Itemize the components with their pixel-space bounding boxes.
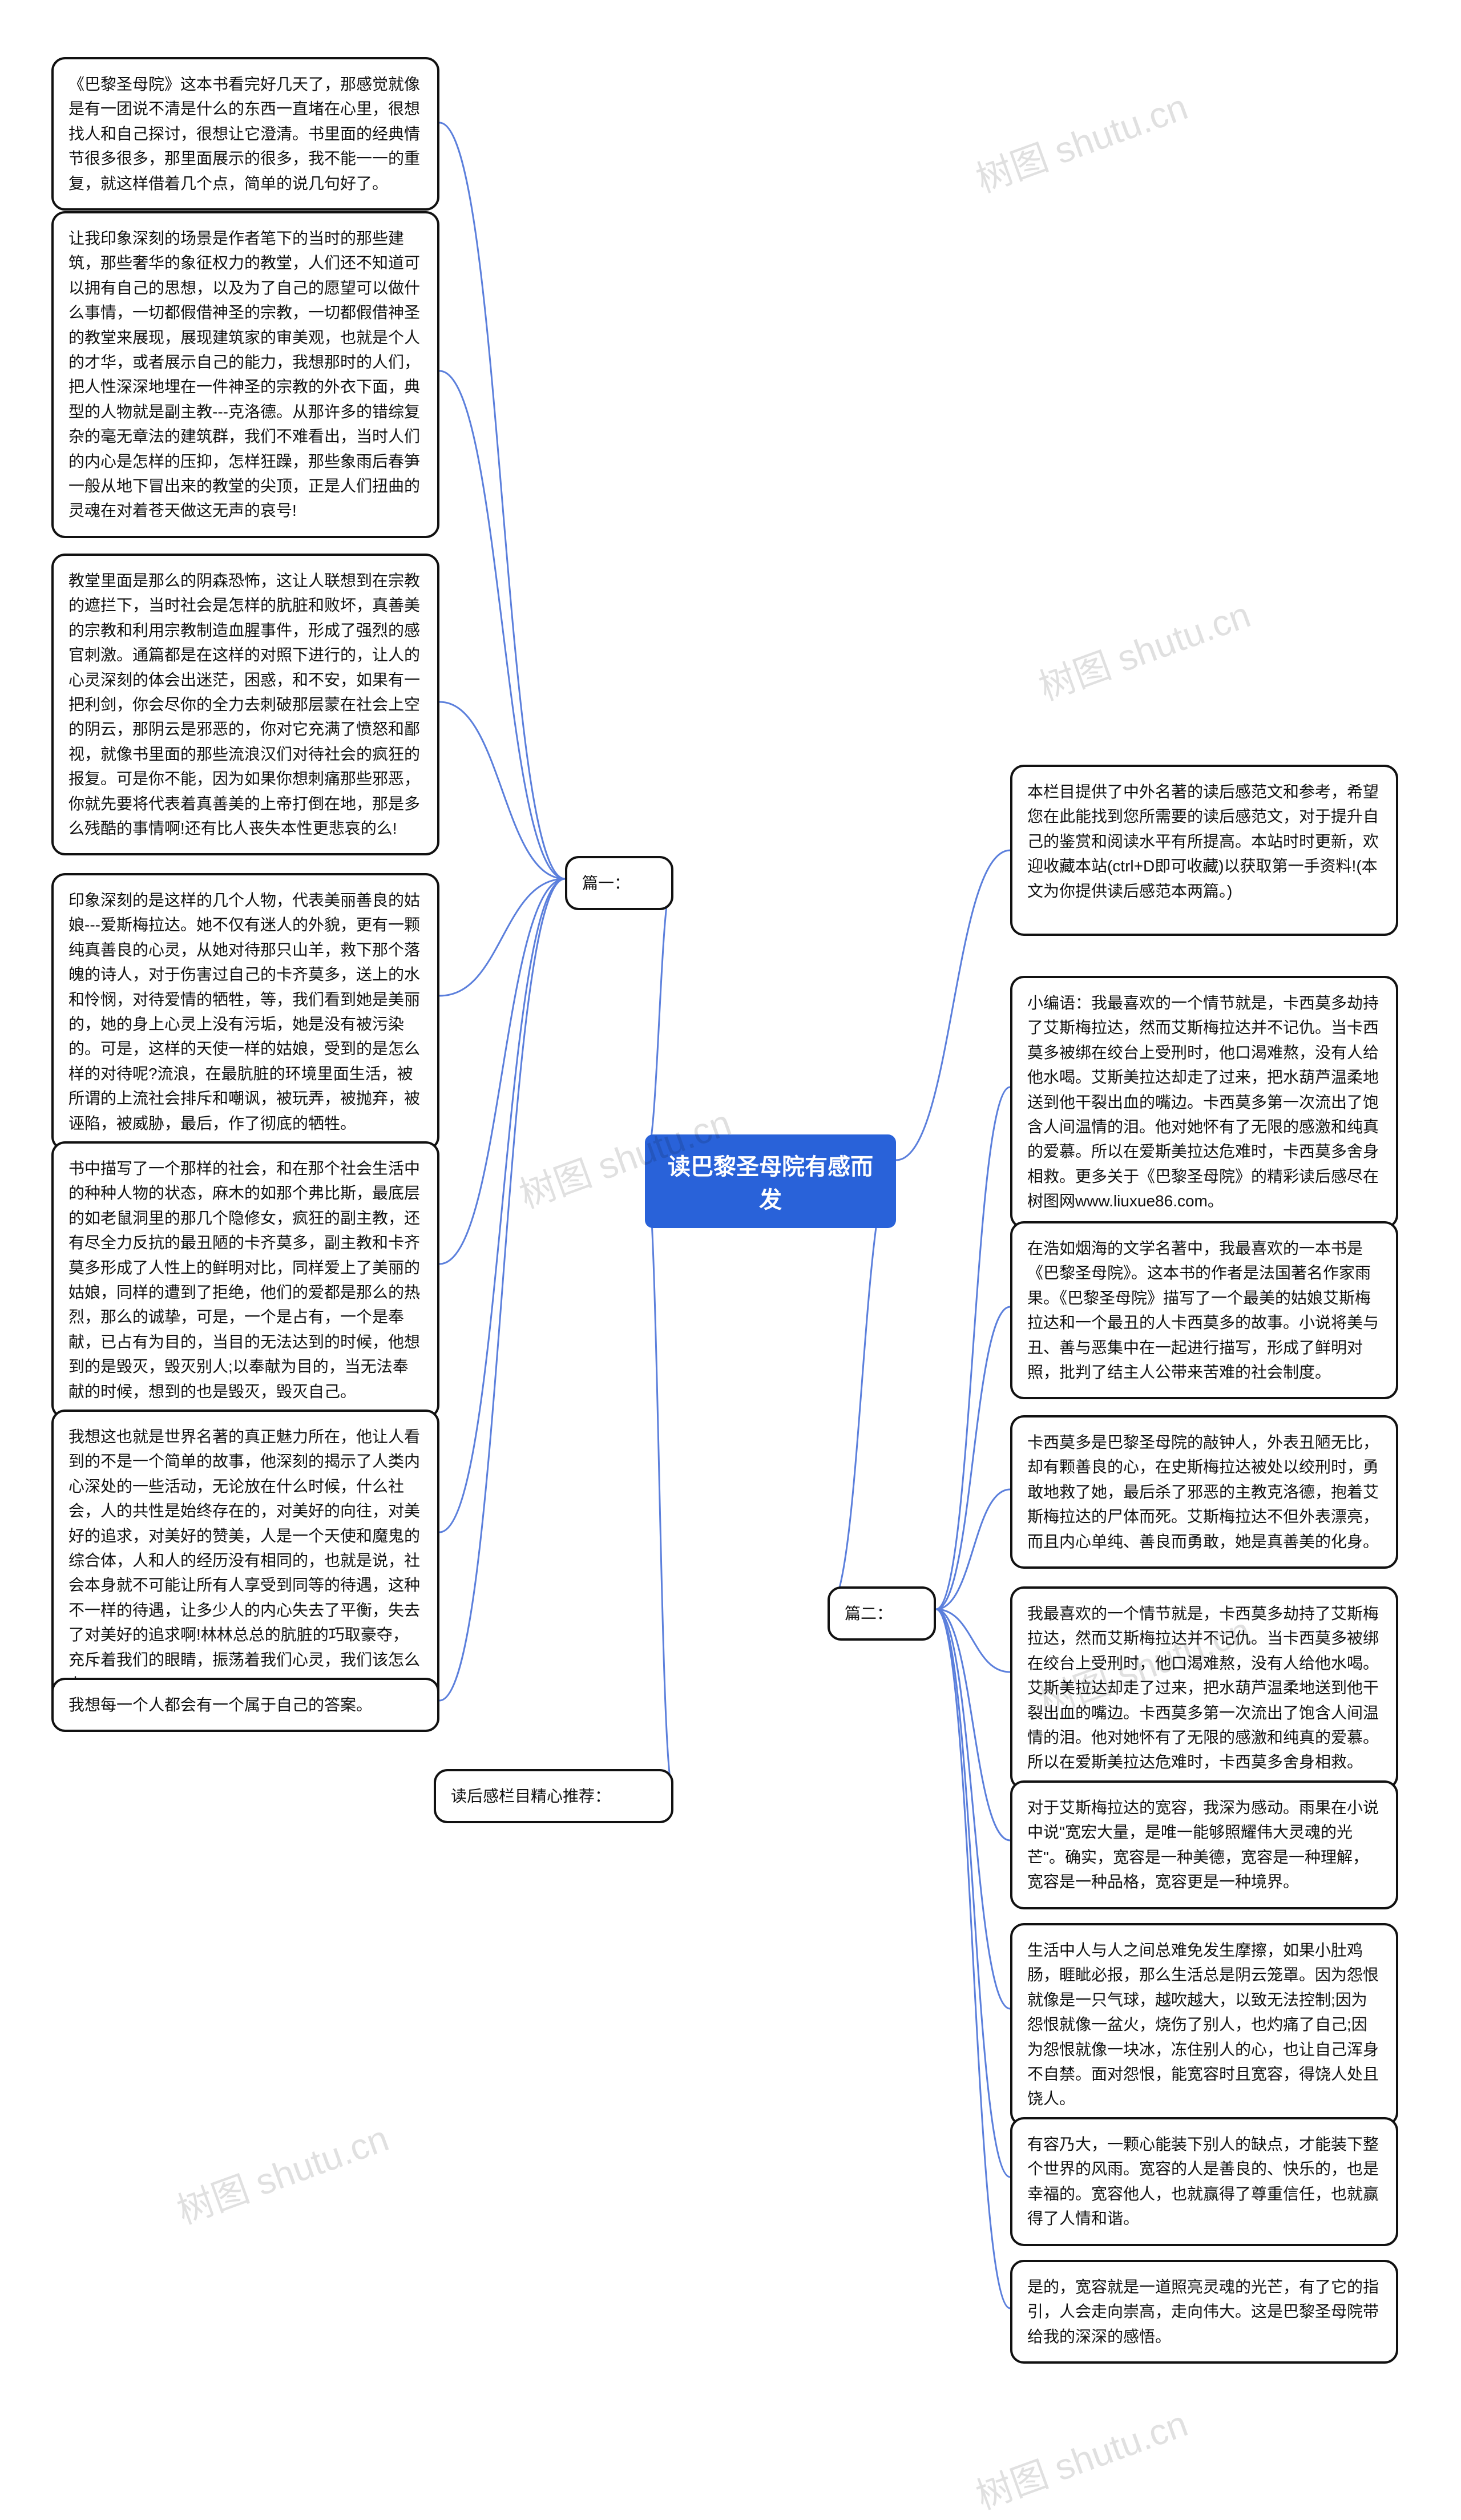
p2-child-1: 在浩如烟海的文学名著中，我最喜欢的一本书是《巴黎圣母院》。这本书的作者是法国著名…	[1010, 1221, 1398, 1399]
p1-child-0-text: 《巴黎圣母院》这本书看完好几天了，那感觉就像是有一团说不清是什么的东西一直堵在心…	[68, 75, 420, 192]
p1-child-4: 书中描写了一个那样的社会，和在那个社会生活中的种种人物的状态，麻木的如那个弗比斯…	[51, 1141, 439, 1419]
p1-child-1: 让我印象深刻的场景是作者笔下的当时的那些建筑，那些奢华的象征权力的教堂，人们还不…	[51, 211, 439, 538]
p2-child-3: 我最喜欢的一个情节就是，卡西莫多劫持了艾斯梅拉达，然而艾斯梅拉达并不记仇。当卡西…	[1010, 1586, 1398, 1790]
p1-child-3: 印象深刻的是这样的几个人物，代表美丽善良的姑娘---爱斯梅拉达。她不仅有迷人的外…	[51, 873, 439, 1150]
p2-child-4: 对于艾斯梅拉达的宽容，我深为感动。雨果在小说中说"宽宏大量，是唯一能够照耀伟大灵…	[1010, 1780, 1398, 1909]
rec-label: 读后感栏目精心推荐：	[434, 1769, 673, 1823]
p2-child-6-text: 有容乃大，一颗心能装下别人的缺点，才能装下整个世界的风雨。宽容的人是善良的、快乐…	[1027, 2135, 1379, 2227]
p2-label-text: 篇二：	[845, 1605, 893, 1622]
p1-child-3-text: 印象深刻的是这样的几个人物，代表美丽善良的姑娘---爱斯梅拉达。她不仅有迷人的外…	[68, 891, 420, 1132]
intro-node-text: 本栏目提供了中外名著的读后感范文和参考，希望您在此能找到您所需要的读后感范文，对…	[1027, 783, 1379, 900]
p2-child-1-text: 在浩如烟海的文学名著中，我最喜欢的一本书是《巴黎圣母院》。这本书的作者是法国著名…	[1027, 1239, 1379, 1381]
p2-label: 篇二：	[828, 1586, 936, 1641]
p2-child-5: 生活中人与人之间总难免发生摩擦，如果小肚鸡肠，睚眦必报，那么生活总是阴云笼罩。因…	[1010, 1923, 1398, 2126]
p1-child-5: 我想这也就是世界名著的真正魅力所在，他让人看到的不是一个简单的故事，他深刻的揭示…	[51, 1410, 439, 1711]
p2-child-0: 小编语：我最喜欢的一个情节就是，卡西莫多劫持了艾斯梅拉达，然而艾斯梅拉达并不记仇…	[1010, 976, 1398, 1229]
p2-child-7-text: 是的，宽容就是一道照亮灵魂的光芒，有了它的指引，人会走向崇高，走向伟大。这是巴黎…	[1027, 2278, 1379, 2345]
p2-child-5-text: 生活中人与人之间总难免发生摩擦，如果小肚鸡肠，睚眦必报，那么生活总是阴云笼罩。因…	[1027, 1941, 1379, 2107]
root-node: 读巴黎圣母院有感而发	[645, 1134, 896, 1228]
p1-child-6: 我想每一个人都会有一个属于自己的答案。	[51, 1678, 439, 1732]
p2-child-7: 是的，宽容就是一道照亮灵魂的光芒，有了它的指引，人会走向崇高，走向伟大。这是巴黎…	[1010, 2260, 1398, 2364]
p1-child-0: 《巴黎圣母院》这本书看完好几天了，那感觉就像是有一团说不清是什么的东西一直堵在心…	[51, 57, 439, 211]
intro-node: 本栏目提供了中外名著的读后感范文和参考，希望您在此能找到您所需要的读后感范文，对…	[1010, 765, 1398, 936]
p2-child-3-text: 我最喜欢的一个情节就是，卡西莫多劫持了艾斯梅拉达，然而艾斯梅拉达并不记仇。当卡西…	[1027, 1605, 1379, 1771]
root-node-text: 读巴黎圣母院有感而发	[668, 1154, 873, 1213]
p1-label: 篇一：	[565, 856, 673, 910]
p1-child-1-text: 让我印象深刻的场景是作者笔下的当时的那些建筑，那些奢华的象征权力的教堂，人们还不…	[68, 229, 420, 519]
p1-child-4-text: 书中描写了一个那样的社会，和在那个社会生活中的种种人物的状态，麻木的如那个弗比斯…	[68, 1160, 420, 1400]
p1-child-2: 教堂里面是那么的阴森恐怖，这让人联想到在宗教的遮拦下，当时社会是怎样的肮脏和败坏…	[51, 554, 439, 855]
p2-child-0-text: 小编语：我最喜欢的一个情节就是，卡西莫多劫持了艾斯梅拉达，然而艾斯梅拉达并不记仇…	[1027, 994, 1379, 1210]
rec-label-text: 读后感栏目精心推荐：	[451, 1787, 611, 1805]
p2-child-6: 有容乃大，一颗心能装下别人的缺点，才能装下整个世界的风雨。宽容的人是善良的、快乐…	[1010, 2117, 1398, 2246]
p1-child-5-text: 我想这也就是世界名著的真正魅力所在，他让人看到的不是一个简单的故事，他深刻的揭示…	[68, 1428, 420, 1693]
p2-child-2: 卡西莫多是巴黎圣母院的敲钟人，外表丑陋无比，却有颗善良的心，在史斯梅拉达被处以绞…	[1010, 1415, 1398, 1569]
p1-label-text: 篇一：	[582, 874, 630, 892]
p1-child-6-text: 我想每一个人都会有一个属于自己的答案。	[68, 1696, 372, 1714]
p2-child-2-text: 卡西莫多是巴黎圣母院的敲钟人，外表丑陋无比，却有颗善良的心，在史斯梅拉达被处以绞…	[1027, 1433, 1379, 1550]
p2-child-4-text: 对于艾斯梅拉达的宽容，我深为感动。雨果在小说中说"宽宏大量，是唯一能够照耀伟大灵…	[1027, 1799, 1379, 1891]
p1-child-2-text: 教堂里面是那么的阴森恐怖，这让人联想到在宗教的遮拦下，当时社会是怎样的肮脏和败坏…	[68, 572, 420, 837]
